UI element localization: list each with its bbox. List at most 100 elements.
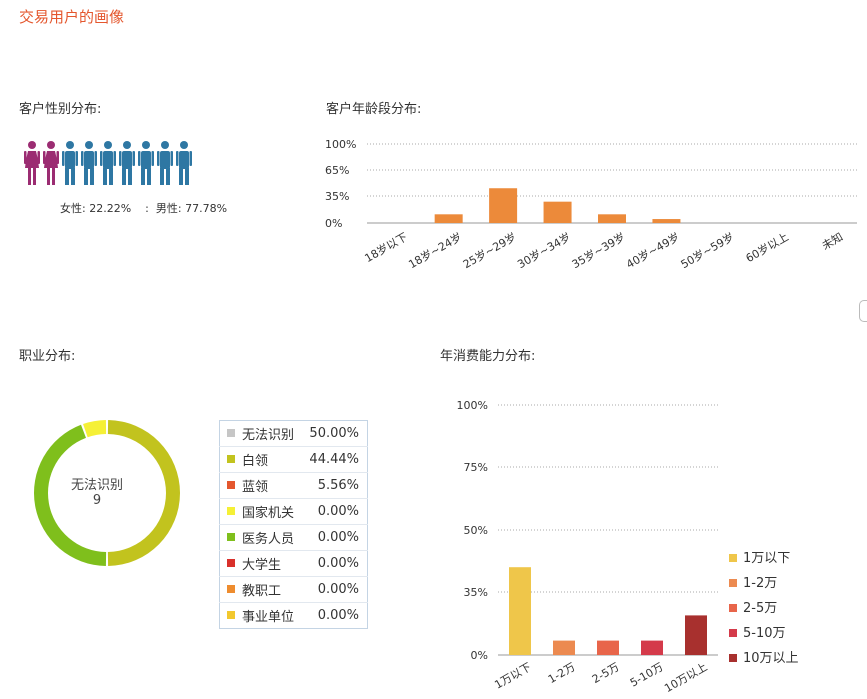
age-y-tick-label: 65% xyxy=(325,164,349,177)
page-title: 交易用户的画像 xyxy=(19,8,125,26)
consumption-legend-label: 1-2万 xyxy=(743,576,777,591)
consumption-legend-swatch xyxy=(729,579,737,587)
occupation-legend-row: 大学生 0.00% xyxy=(219,550,368,577)
consumption-category-label: 1-2万 xyxy=(546,660,578,686)
age-bar xyxy=(434,214,463,223)
age-category-label: 25岁~29岁 xyxy=(460,229,518,271)
consumption-y-tick-label: 75% xyxy=(464,461,488,474)
occupation-percentage: 44.44% xyxy=(308,446,368,473)
legend-swatch xyxy=(227,481,235,489)
consumption-legend-swatch xyxy=(729,554,737,562)
occupation-name: 事业单位 xyxy=(242,610,295,625)
occupation-legend-row: 无法识别 50.00% xyxy=(219,420,368,447)
age-category-label: 18岁~24岁 xyxy=(406,229,464,271)
consumption-legend-swatch xyxy=(729,604,737,612)
occupation-section-title: 职业分布: xyxy=(19,349,76,364)
age-category-label: 40岁~49岁 xyxy=(624,229,682,271)
male-person-icon xyxy=(157,141,173,185)
occupation-percentage: 0.00% xyxy=(308,576,368,603)
occupation-name: 大学生 xyxy=(242,550,308,577)
occupation-name: 国家机关 xyxy=(242,498,308,525)
consumption-y-tick-label: 50% xyxy=(464,524,488,537)
consumption-y-tick-label: 100% xyxy=(457,399,488,412)
female-percentage: 女性: 22.22% xyxy=(60,202,132,215)
occupation-name: 无法识别 xyxy=(242,420,308,447)
consumption-legend-label: 1万以下 xyxy=(743,551,790,566)
legend-swatch xyxy=(227,429,235,437)
age-category-label: 30岁~34岁 xyxy=(515,229,573,271)
gender-pictogram xyxy=(24,141,192,185)
consumption-bar xyxy=(509,567,531,655)
occupation-donut-slice[interactable] xyxy=(33,424,107,566)
consumption-legend-label: 5-10万 xyxy=(743,626,786,641)
legend-swatch xyxy=(227,611,235,619)
female-person-icon xyxy=(43,141,59,185)
occupation-legend-row: 国家机关 0.00% xyxy=(219,498,368,525)
occupation-donut-slice[interactable] xyxy=(83,420,107,438)
male-person-icon xyxy=(62,141,78,185)
age-bar xyxy=(489,188,518,223)
male-person-icon xyxy=(138,141,154,185)
side-scroll-handle[interactable] xyxy=(859,300,867,322)
occupation-legend-row: 白领 44.44% xyxy=(219,446,368,473)
occupation-name: 教职工 xyxy=(242,576,308,603)
age-section-title: 客户年龄段分布: xyxy=(326,102,422,117)
occupation-legend-row: 事业单位 0.00% xyxy=(220,603,368,629)
consumption-bar xyxy=(641,640,663,655)
age-category-label: 未知 xyxy=(819,229,845,252)
age-category-label: 35岁~39岁 xyxy=(569,229,627,271)
male-person-icon xyxy=(100,141,116,185)
occupation-legend-row: 医务人员 0.00% xyxy=(219,524,368,551)
occupation-name: 医务人员 xyxy=(242,524,308,551)
male-person-icon xyxy=(81,141,97,185)
occupation-percentage: 5.56% xyxy=(308,472,368,499)
consumption-y-tick-label: 0% xyxy=(471,649,488,662)
age-bar-chart: 0% 35% 65% 100% 18岁以下18岁~24岁25岁~29岁30岁~34岁35… xyxy=(325,138,857,271)
consumption-category-label: 1万以下 xyxy=(492,660,533,691)
gender-section-title: 客户性别分布: xyxy=(19,102,102,117)
occupation-percentage: 0.00% xyxy=(308,524,368,551)
occupation-percentage: 0.00% xyxy=(308,550,368,577)
consumption-category-label: 10万以上 xyxy=(662,660,709,695)
male-person-icon xyxy=(176,141,192,185)
occupation-name: 白领 xyxy=(242,446,308,473)
consumption-section-title: 年消费能力分布: xyxy=(440,349,536,364)
occupation-percentage: 50.00% xyxy=(308,420,368,447)
occupation-legend-table: 无法识别 50.00% 白领 44.44% 蓝领 5.56% 国家机关 0.00% 医务人员 0.… xyxy=(219,420,368,629)
consumption-bar-chart: 0%35%50%75%100%1万以下 1-2万 2-5万 5-10万10万以上1万以… xyxy=(457,399,799,695)
age-category-label: 60岁以上 xyxy=(743,229,791,265)
consumption-legend-label: 2-5万 xyxy=(743,601,777,616)
age-bar xyxy=(652,219,681,223)
consumption-legend-swatch xyxy=(729,654,737,662)
consumption-category-label: 5-10万 xyxy=(628,660,666,689)
legend-swatch xyxy=(227,585,235,593)
consumption-y-tick-label: 35% xyxy=(464,586,488,599)
legend-swatch xyxy=(227,533,235,541)
legend-swatch xyxy=(227,559,235,567)
age-category-label: 18岁以下 xyxy=(362,229,410,265)
gender-legend: 女性: 22.22% : 男性: 77.78% xyxy=(60,200,227,216)
consumption-bar xyxy=(685,615,707,655)
occupation-donut-slice[interactable] xyxy=(107,420,181,566)
gender-separator: : xyxy=(145,202,149,215)
age-category-label: 50岁~59岁 xyxy=(678,229,736,271)
occupation-percentage: 0.00% xyxy=(308,498,368,525)
consumption-bar xyxy=(597,640,619,655)
female-person-icon xyxy=(24,141,40,185)
occupation-legend-row: 蓝领 5.56% xyxy=(219,472,368,499)
donut-center-value: 9 xyxy=(93,493,101,508)
occupation-legend-row: 教职工 0.00% xyxy=(219,576,368,603)
age-y-tick-label: 0% xyxy=(325,217,342,230)
male-percentage: 男性: 77.78% xyxy=(155,202,228,215)
consumption-category-label: 2-5万 xyxy=(590,660,622,686)
legend-swatch xyxy=(227,455,235,463)
age-y-tick-label: 100% xyxy=(325,138,356,151)
consumption-legend-swatch xyxy=(729,629,737,637)
legend-swatch xyxy=(227,507,235,515)
donut-center-label: 无法识别 xyxy=(71,478,123,493)
age-bar xyxy=(598,214,626,223)
occupation-percentage: 0.00% xyxy=(317,608,359,623)
occupation-name: 蓝领 xyxy=(242,472,308,499)
consumption-legend-label: 10万以上 xyxy=(743,651,799,666)
